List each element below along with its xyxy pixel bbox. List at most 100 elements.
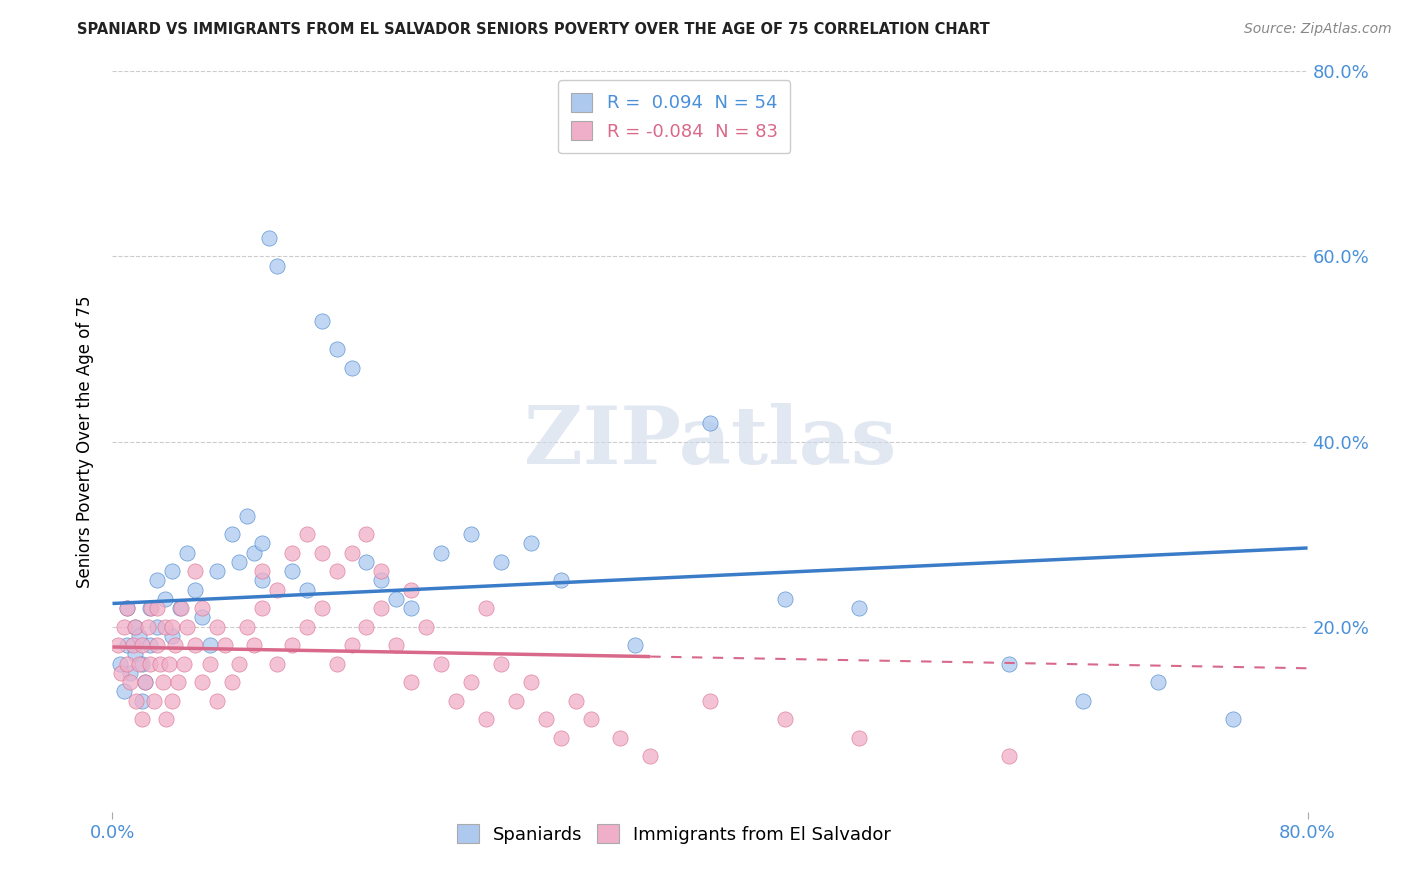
Point	[198, 657, 221, 671]
Point	[165, 638, 187, 652]
Point	[221, 675, 243, 690]
Point	[191, 601, 214, 615]
Point	[520, 536, 543, 550]
Point	[250, 574, 273, 588]
Point	[356, 619, 378, 633]
Point	[505, 694, 527, 708]
Text: ZIPatlas: ZIPatlas	[524, 402, 896, 481]
Point	[139, 638, 162, 652]
Point	[460, 527, 482, 541]
Point	[183, 582, 205, 597]
Point	[125, 694, 148, 708]
Point	[281, 564, 304, 578]
Point	[117, 657, 139, 671]
Point	[295, 527, 318, 541]
Point	[183, 564, 205, 578]
Point	[205, 694, 228, 708]
Point	[699, 694, 721, 708]
Point	[550, 574, 572, 588]
Point	[236, 619, 259, 633]
Point	[131, 712, 153, 726]
Point	[243, 638, 266, 652]
Point	[998, 657, 1021, 671]
Point	[460, 675, 482, 690]
Text: SPANIARD VS IMMIGRANTS FROM EL SALVADOR SENIORS POVERTY OVER THE AGE OF 75 CORRE: SPANIARD VS IMMIGRANTS FROM EL SALVADOR …	[77, 22, 990, 37]
Point	[228, 555, 250, 569]
Point	[117, 601, 139, 615]
Point	[1222, 712, 1244, 726]
Point	[122, 638, 145, 652]
Point	[340, 638, 363, 652]
Point	[325, 564, 347, 578]
Point	[191, 675, 214, 690]
Point	[141, 601, 163, 615]
Point	[243, 545, 266, 560]
Point	[128, 629, 150, 643]
Point	[401, 601, 423, 615]
Point	[356, 527, 378, 541]
Point	[128, 657, 150, 671]
Point	[153, 591, 176, 606]
Point	[295, 582, 318, 597]
Point	[236, 508, 259, 523]
Point	[250, 564, 273, 578]
Point	[153, 619, 176, 633]
Point	[415, 619, 437, 633]
Point	[143, 694, 166, 708]
Point	[157, 657, 180, 671]
Point	[146, 619, 169, 633]
Point	[475, 712, 498, 726]
Point	[146, 638, 169, 652]
Point	[155, 712, 177, 726]
Point	[848, 731, 870, 745]
Point	[385, 638, 408, 652]
Point	[773, 591, 796, 606]
Point	[167, 675, 190, 690]
Point	[146, 601, 169, 615]
Point	[340, 360, 363, 375]
Point	[259, 231, 281, 245]
Point	[183, 638, 205, 652]
Point	[131, 694, 153, 708]
Point	[124, 619, 146, 633]
Point	[228, 657, 250, 671]
Point	[176, 545, 198, 560]
Point	[534, 712, 557, 726]
Point	[221, 527, 243, 541]
Point	[520, 675, 543, 690]
Point	[162, 629, 183, 643]
Point	[430, 545, 453, 560]
Point	[139, 657, 162, 671]
Point	[266, 657, 288, 671]
Point	[162, 619, 183, 633]
Point	[114, 684, 135, 698]
Point	[205, 619, 228, 633]
Point	[1147, 675, 1170, 690]
Point	[281, 638, 304, 652]
Point	[110, 665, 132, 680]
Point	[311, 545, 333, 560]
Point	[214, 638, 236, 652]
Point	[149, 657, 172, 671]
Point	[250, 536, 273, 550]
Point	[107, 638, 129, 652]
Point	[579, 712, 602, 726]
Point	[370, 574, 392, 588]
Point	[134, 675, 156, 690]
Point	[114, 619, 135, 633]
Point	[108, 657, 131, 671]
Point	[311, 314, 333, 328]
Point	[162, 694, 183, 708]
Point	[139, 601, 162, 615]
Point	[325, 342, 347, 356]
Point	[699, 416, 721, 430]
Point	[295, 619, 318, 633]
Point	[624, 638, 647, 652]
Point	[266, 582, 288, 597]
Point	[120, 665, 142, 680]
Point	[170, 601, 193, 615]
Point	[385, 591, 408, 606]
Point	[609, 731, 631, 745]
Y-axis label: Seniors Poverty Over the Age of 75: Seniors Poverty Over the Age of 75	[76, 295, 94, 588]
Point	[281, 545, 304, 560]
